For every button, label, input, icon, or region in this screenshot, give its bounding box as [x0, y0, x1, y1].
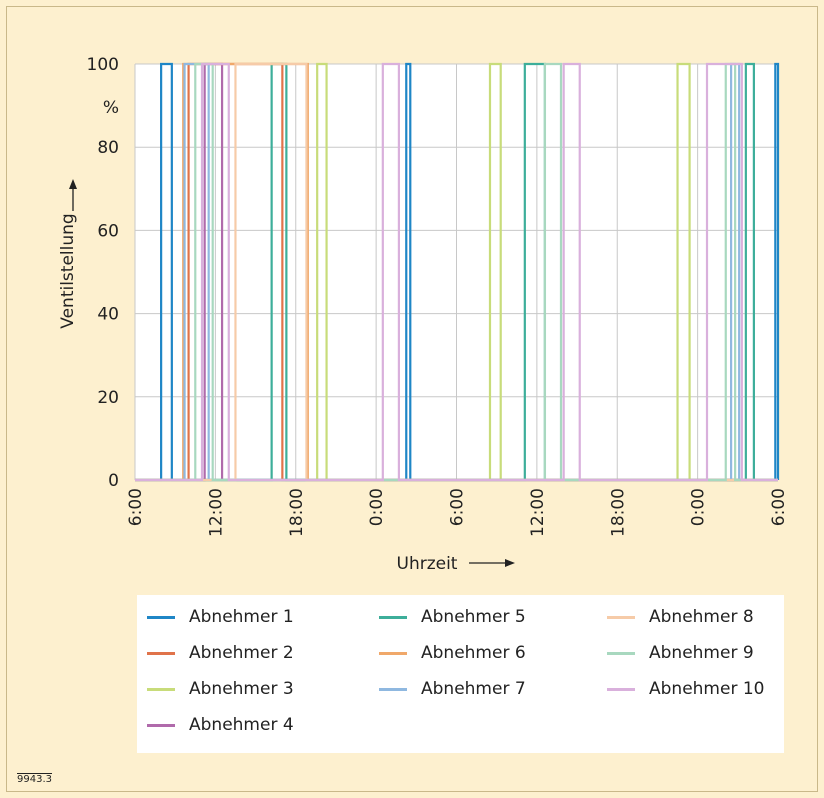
legend-swatch — [379, 615, 407, 619]
x-tick-label: 0:00 — [367, 488, 387, 526]
legend-label: Abnehmer 2 — [189, 643, 294, 663]
legend-label: Abnehmer 10 — [649, 679, 765, 699]
legend-item-6: Abnehmer 6 — [379, 643, 526, 663]
legend-swatch — [607, 687, 635, 691]
y-axis-arrow — [69, 179, 77, 211]
y-tick-label: 40 — [97, 305, 119, 325]
series-layer — [135, 62, 780, 482]
y-tick-label: 0 — [108, 471, 119, 491]
legend-item-10: Abnehmer 10 — [607, 679, 764, 699]
series-line-10 — [135, 62, 778, 482]
legend-item-4: Abnehmer 4 — [147, 715, 294, 735]
legend-swatch — [147, 615, 175, 619]
legend-swatch — [607, 615, 635, 619]
legend-label: Abnehmer 1 — [189, 607, 294, 627]
legend-swatch — [147, 687, 175, 691]
y-tick-label: 60 — [97, 221, 119, 241]
legend-swatch — [147, 723, 175, 727]
legend-label: Abnehmer 5 — [421, 607, 526, 627]
legend-swatch — [607, 651, 635, 655]
y-axis-title: Ventilstellung — [58, 213, 78, 328]
legend-item-7: Abnehmer 7 — [379, 679, 526, 699]
legend-item-3: Abnehmer 3 — [147, 679, 294, 699]
legend-label: Abnehmer 8 — [649, 607, 754, 627]
x-tick-label: 18:00 — [608, 488, 628, 537]
legend-item-9: Abnehmer 9 — [607, 643, 754, 663]
legend-swatch — [379, 651, 407, 655]
axes: 0 20 40 60 80 100 6:00 12:00 18:00 0:00 6:00 12:00 1… — [87, 55, 789, 537]
x-tick-label: 6:00 — [769, 488, 789, 526]
legend-item-8: Abnehmer 8 — [607, 607, 754, 627]
x-axis-arrow — [469, 559, 515, 567]
legend-label: Abnehmer 3 — [189, 679, 294, 699]
legend-label: Abnehmer 9 — [649, 643, 754, 663]
legend-label: Abnehmer 6 — [421, 643, 526, 663]
x-axis-title: Uhrzeit — [397, 554, 458, 574]
x-tick-label: 12:00 — [528, 488, 548, 537]
legend-label: Abnehmer 4 — [189, 715, 294, 735]
figure-frame: 0 20 40 60 80 100 6:00 12:00 18:00 0:00 6:00 12:00 1… — [6, 6, 818, 792]
legend-swatch — [147, 651, 175, 655]
legend-label: Abnehmer 7 — [421, 679, 526, 699]
x-tick-label: 0:00 — [689, 488, 709, 526]
legend-item-5: Abnehmer 5 — [379, 607, 526, 627]
x-tick-label: 18:00 — [287, 488, 307, 537]
y-tick-label: 20 — [97, 388, 119, 408]
legend-swatch — [379, 687, 407, 691]
series-line-1 — [135, 62, 780, 482]
legend-item-2: Abnehmer 2 — [147, 643, 294, 663]
y-tick-label: 100 — [87, 55, 119, 75]
chart: 0 20 40 60 80 100 6:00 12:00 18:00 0:00 6:00 12:00 1… — [58, 55, 789, 574]
x-tick-label: 6:00 — [126, 488, 146, 526]
legend: Abnehmer 1 Abnehmer 2 Abnehmer 3 Abnehmer 4… — [137, 595, 784, 753]
series-line-3 — [135, 62, 778, 482]
figure-id: 9943.3 — [17, 774, 52, 785]
y-tick-label: 80 — [97, 138, 119, 158]
x-tick-label: 12:00 — [206, 488, 226, 537]
x-tick-label: 6:00 — [448, 488, 468, 526]
legend-item-1: Abnehmer 1 — [147, 607, 294, 627]
y-unit-label: % — [103, 98, 119, 118]
